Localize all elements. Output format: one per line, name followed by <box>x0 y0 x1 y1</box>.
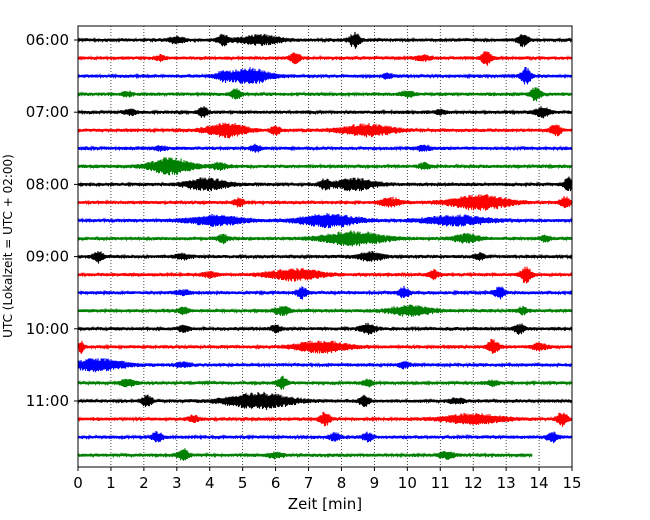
trace-0715 <box>77 122 573 139</box>
trace-1000 <box>77 322 573 335</box>
trace-0845 <box>77 230 573 247</box>
trace-0730 <box>77 143 573 153</box>
x-axis-ticks: 0 1 2 3 4 5 6 7 8 9 10 11 12 13 14 15 <box>73 467 582 492</box>
x-tick-label: 4 <box>205 474 215 492</box>
x-tick-label: 14 <box>530 474 549 492</box>
x-tick-label: 9 <box>370 474 380 492</box>
x-tick-label: 12 <box>464 474 483 492</box>
trace-1030 <box>77 358 573 373</box>
trace-1015 <box>77 338 573 354</box>
y-tick-label: 07:00 <box>26 103 69 121</box>
trace-0630 <box>77 66 573 85</box>
y-axis-ticks: 06:00 07:00 08:00 09:00 10:00 11:00 <box>26 31 78 410</box>
trace-0830 <box>77 212 573 229</box>
trace-1100 <box>77 391 573 411</box>
traces <box>77 31 573 461</box>
trace-0915 <box>77 266 573 284</box>
trace-0815 <box>77 194 573 211</box>
x-tick-label: 7 <box>304 474 314 492</box>
y-tick-label: 11:00 <box>26 392 69 410</box>
x-axis-label: Zeit [min] <box>288 495 362 513</box>
x-tick-label: 6 <box>271 474 281 492</box>
trace-0645 <box>77 87 573 102</box>
x-tick-label: 5 <box>238 474 248 492</box>
trace-1145 <box>77 448 533 461</box>
x-tick-label: 3 <box>172 474 182 492</box>
trace-1130 <box>77 431 573 444</box>
trace-0600 <box>77 31 573 49</box>
y-axis-label: UTC (Lokalzeit = UTC + 02:00) <box>1 154 15 338</box>
y-tick-label: 10:00 <box>26 320 69 338</box>
x-tick-label: 11 <box>431 474 450 492</box>
trace-1045 <box>77 375 573 390</box>
x-tick-label: 0 <box>73 474 83 492</box>
x-tick-label: 8 <box>337 474 347 492</box>
trace-0900 <box>77 250 573 264</box>
x-tick-label: 2 <box>139 474 149 492</box>
trace-0745 <box>77 157 573 176</box>
trace-0930 <box>77 285 573 300</box>
y-tick-label: 06:00 <box>26 31 69 49</box>
x-tick-label: 1 <box>106 474 116 492</box>
y-tick-label: 08:00 <box>26 175 69 193</box>
trace-0700 <box>77 106 573 119</box>
plot-frame <box>77 25 573 468</box>
trace-0945 <box>77 304 573 317</box>
x-tick-label: 13 <box>497 474 516 492</box>
y-tick-label: 09:00 <box>26 248 69 266</box>
trace-1115 <box>77 411 573 427</box>
x-tick-label: 15 <box>562 474 581 492</box>
trace-0615 <box>77 51 573 66</box>
x-tick-label: 10 <box>398 474 417 492</box>
trace-0800 <box>77 176 573 192</box>
